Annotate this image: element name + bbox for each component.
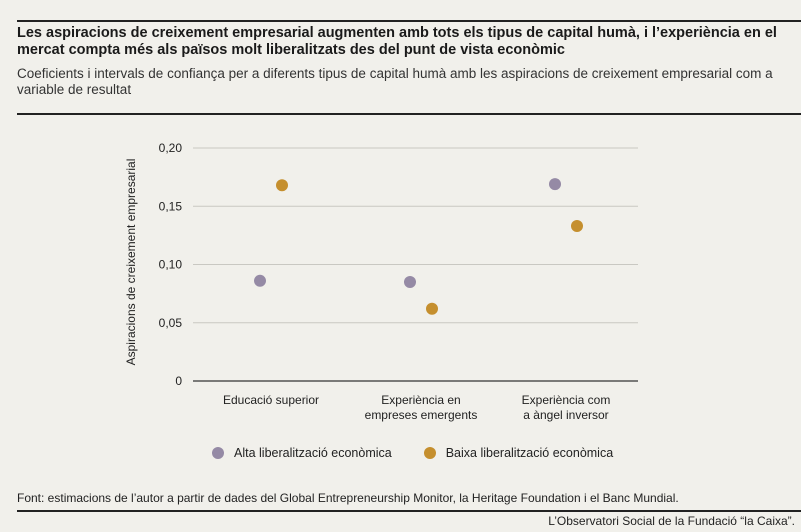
gridlines [193,147,638,382]
credit-line: L’Observatori Social de la Fundació “la … [548,514,795,528]
y-axis-label: Aspiracions de creixement empresarial [124,159,138,366]
top-rule [17,20,801,22]
data-point-baixa [571,220,583,233]
y-tick-label: 0,20 [159,141,183,155]
footer-rule [17,510,801,512]
x-tick-label: a àngel inversor [523,408,608,422]
y-tick-label: 0,15 [159,199,183,213]
x-tick-label: Experiència com [522,393,611,407]
legend-item-baixa: Baixa liberalització econòmica [423,446,614,460]
legend-item-alta: Alta liberalització econòmica [212,446,392,460]
legend: Alta liberalització econòmica Baixa libe… [212,446,645,460]
y-tick-label: 0,10 [159,258,183,272]
legend-marker-alta [212,447,224,459]
x-tick-label: Educació superior [223,393,319,407]
data-point-alta [549,178,561,191]
legend-label-alta: Alta liberalització econòmica [234,446,392,460]
y-tick-labels: 0 0,05 0,10 0,15 0,20 [159,141,183,388]
data-point-baixa [426,302,438,315]
header-rule [17,113,801,115]
legend-marker-baixa [423,447,436,459]
source-note: Font: estimacions de l’autor a partir de… [17,491,679,505]
data-points [254,178,583,315]
y-tick-label: 0,05 [159,316,183,330]
legend-label-baixa: Baixa liberalització econòmica [445,446,614,460]
data-point-alta [254,274,266,287]
x-tick-label: Experiència en [381,393,460,407]
data-point-alta [404,275,416,288]
data-point-baixa [276,179,288,192]
chart-subtitle: Coeficients i intervals de confiança per… [17,66,773,97]
x-tick-label: empreses emergents [365,408,478,422]
x-tick-labels: Educació superior Experiència enempreses … [223,393,610,422]
y-tick-label: 0 [175,374,182,388]
chart-title: Les aspiracions de creixement empresaria… [17,25,777,58]
